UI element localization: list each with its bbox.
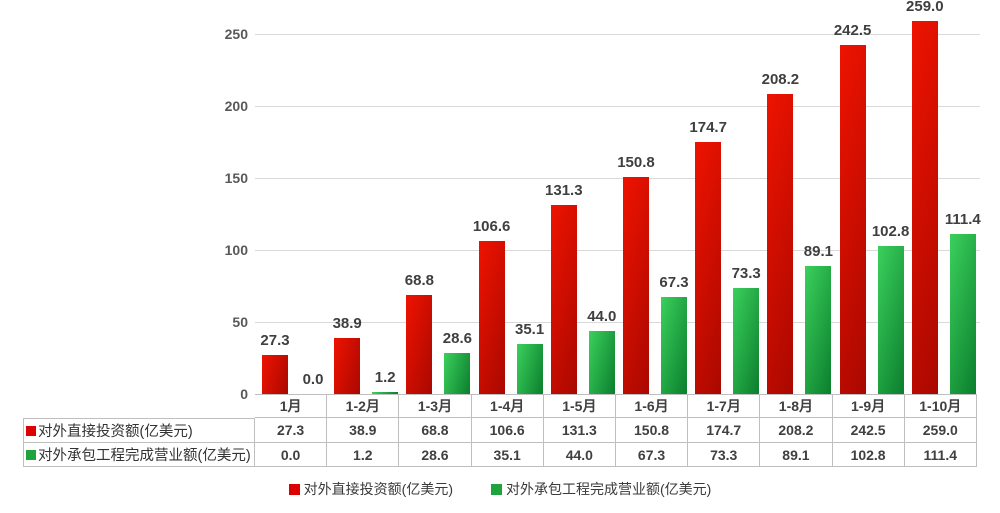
table-header-cell: 1-4月 bbox=[471, 394, 544, 418]
bar-green bbox=[949, 233, 976, 394]
bar-green bbox=[877, 246, 904, 394]
table-header-cell: 1-5月 bbox=[543, 394, 616, 418]
table-value-cell: 89.1 bbox=[760, 443, 833, 467]
table-value-cell: 1.2 bbox=[327, 443, 400, 467]
gridline-200 bbox=[255, 106, 980, 107]
bar-red bbox=[839, 44, 866, 394]
bar-value-label: 111.4 bbox=[944, 210, 981, 228]
bar-red bbox=[550, 204, 577, 394]
bar-value-label: 28.6 bbox=[442, 329, 472, 347]
bar-value-label: 259.0 bbox=[906, 0, 944, 15]
table-value-cell: 111.4 bbox=[904, 443, 977, 467]
table-header-cell: 1-2月 bbox=[327, 394, 400, 418]
gridline-250 bbox=[255, 34, 980, 35]
table-value-cell: 174.7 bbox=[688, 418, 761, 443]
bar-value-label: 38.9 bbox=[332, 315, 362, 332]
bar-value-label: 68.8 bbox=[404, 271, 434, 289]
bar-green bbox=[661, 297, 687, 394]
bar-green bbox=[733, 288, 760, 394]
legend-label: 对外承包工程完成营业额(亿美元) bbox=[506, 481, 712, 497]
bar-green bbox=[516, 343, 543, 394]
data-table: 1月 1-2月 1-3月 1-4月 1-5月 1-6月 1-7月 1-8月 1-9月 1-10月对… bbox=[23, 394, 977, 467]
table-value-cell: 38.9 bbox=[327, 418, 400, 443]
legend-swatch-red bbox=[288, 483, 300, 495]
table-header-cell: 1-3月 bbox=[399, 394, 472, 418]
table-header-cell: 1-9月 bbox=[832, 394, 905, 418]
table-series-label: 对外承包工程完成营业额(亿美元) bbox=[23, 443, 255, 467]
series-swatch-green bbox=[26, 449, 36, 460]
gridline-150 bbox=[255, 178, 980, 179]
y-tick-label: 50 bbox=[232, 314, 248, 330]
table-value-cell: 67.3 bbox=[615, 443, 689, 467]
legend-item: 对外承包工程完成营业额(亿美元) bbox=[491, 479, 711, 499]
bar-value-label: 174.7 bbox=[689, 119, 727, 137]
table-value-cell: 44.0 bbox=[543, 443, 616, 467]
y-tick-label: 200 bbox=[224, 98, 248, 114]
bar-value-label: 27.3 bbox=[260, 331, 290, 349]
table-value-cell: 242.5 bbox=[832, 418, 905, 443]
bar-red bbox=[262, 354, 288, 394]
bar-value-label: 73.3 bbox=[731, 265, 761, 283]
table-value-cell: 208.2 bbox=[760, 418, 833, 443]
table-header-cell: 1-8月 bbox=[760, 394, 833, 418]
table-value-cell: 102.8 bbox=[832, 443, 905, 467]
table-header-cell: 1-6月 bbox=[615, 394, 689, 418]
table-value-cell: 68.8 bbox=[399, 418, 472, 443]
y-tick-label: 100 bbox=[224, 242, 248, 258]
legend-item: 对外直接投资额(亿美元) bbox=[288, 479, 453, 499]
bar-red bbox=[695, 142, 722, 394]
bar-value-label: 242.5 bbox=[833, 21, 872, 39]
table-header-cell: 1月 bbox=[255, 394, 328, 418]
bar-value-label: 1.2 bbox=[374, 369, 396, 387]
bar-green bbox=[588, 330, 615, 394]
gridline-100 bbox=[255, 250, 980, 251]
bar-value-label: 35.1 bbox=[514, 320, 545, 338]
bar-value-label: 106.6 bbox=[472, 217, 511, 235]
bar-value-label: 131.3 bbox=[545, 181, 583, 199]
table-value-cell: 150.8 bbox=[615, 418, 689, 443]
table-corner-blank bbox=[23, 394, 255, 418]
table-series-label-text: 对外承包工程完成营业额(亿美元) bbox=[38, 448, 251, 464]
legend-swatch-green bbox=[491, 483, 502, 495]
bar-green bbox=[444, 352, 471, 394]
table-series-label-text: 对外直接投资额(亿美元) bbox=[38, 424, 193, 440]
table-value-cell: 131.3 bbox=[543, 418, 616, 443]
y-tick-label: 150 bbox=[224, 170, 248, 186]
bar-value-label: 0.0 bbox=[302, 371, 324, 388]
bar-green bbox=[805, 265, 832, 394]
table-series-label: 对外直接投资额(亿美元) bbox=[23, 418, 255, 443]
bar-value-label: 44.0 bbox=[587, 307, 617, 325]
table-header-cell: 1-7月 bbox=[688, 394, 761, 418]
table-value-cell: 28.6 bbox=[399, 443, 472, 467]
bar-value-label: 89.1 bbox=[803, 242, 833, 260]
chart-legend: 对外直接投资额(亿美元) 对外承包工程完成营业额(亿美元) bbox=[0, 479, 1000, 499]
series-swatch-red bbox=[26, 425, 36, 436]
table-value-cell: 35.1 bbox=[471, 443, 544, 467]
table-value-cell: 259.0 bbox=[904, 418, 977, 443]
bar-value-label: 150.8 bbox=[617, 153, 655, 171]
bar-value-label: 208.2 bbox=[761, 71, 800, 89]
bar-red bbox=[406, 294, 433, 394]
table-header-cell: 1-10月 bbox=[904, 394, 977, 418]
table-value-cell: 0.0 bbox=[255, 443, 328, 467]
bar-red bbox=[334, 338, 361, 394]
bar-red bbox=[478, 240, 505, 394]
bar-value-label: 67.3 bbox=[659, 274, 689, 292]
bar-red bbox=[911, 21, 938, 394]
gridline-50 bbox=[255, 322, 980, 323]
y-tick-label: 0 bbox=[240, 386, 248, 402]
table-value-cell: 73.3 bbox=[688, 443, 761, 467]
bar-value-label: 102.8 bbox=[871, 223, 910, 240]
legend-label: 对外直接投资额(亿美元) bbox=[303, 481, 453, 497]
bar-red bbox=[623, 176, 649, 394]
y-tick-label: 250 bbox=[224, 26, 248, 42]
table-value-cell: 27.3 bbox=[255, 418, 328, 443]
bar-red bbox=[767, 94, 794, 394]
table-value-cell: 106.6 bbox=[471, 418, 544, 443]
bar-green bbox=[372, 392, 399, 394]
